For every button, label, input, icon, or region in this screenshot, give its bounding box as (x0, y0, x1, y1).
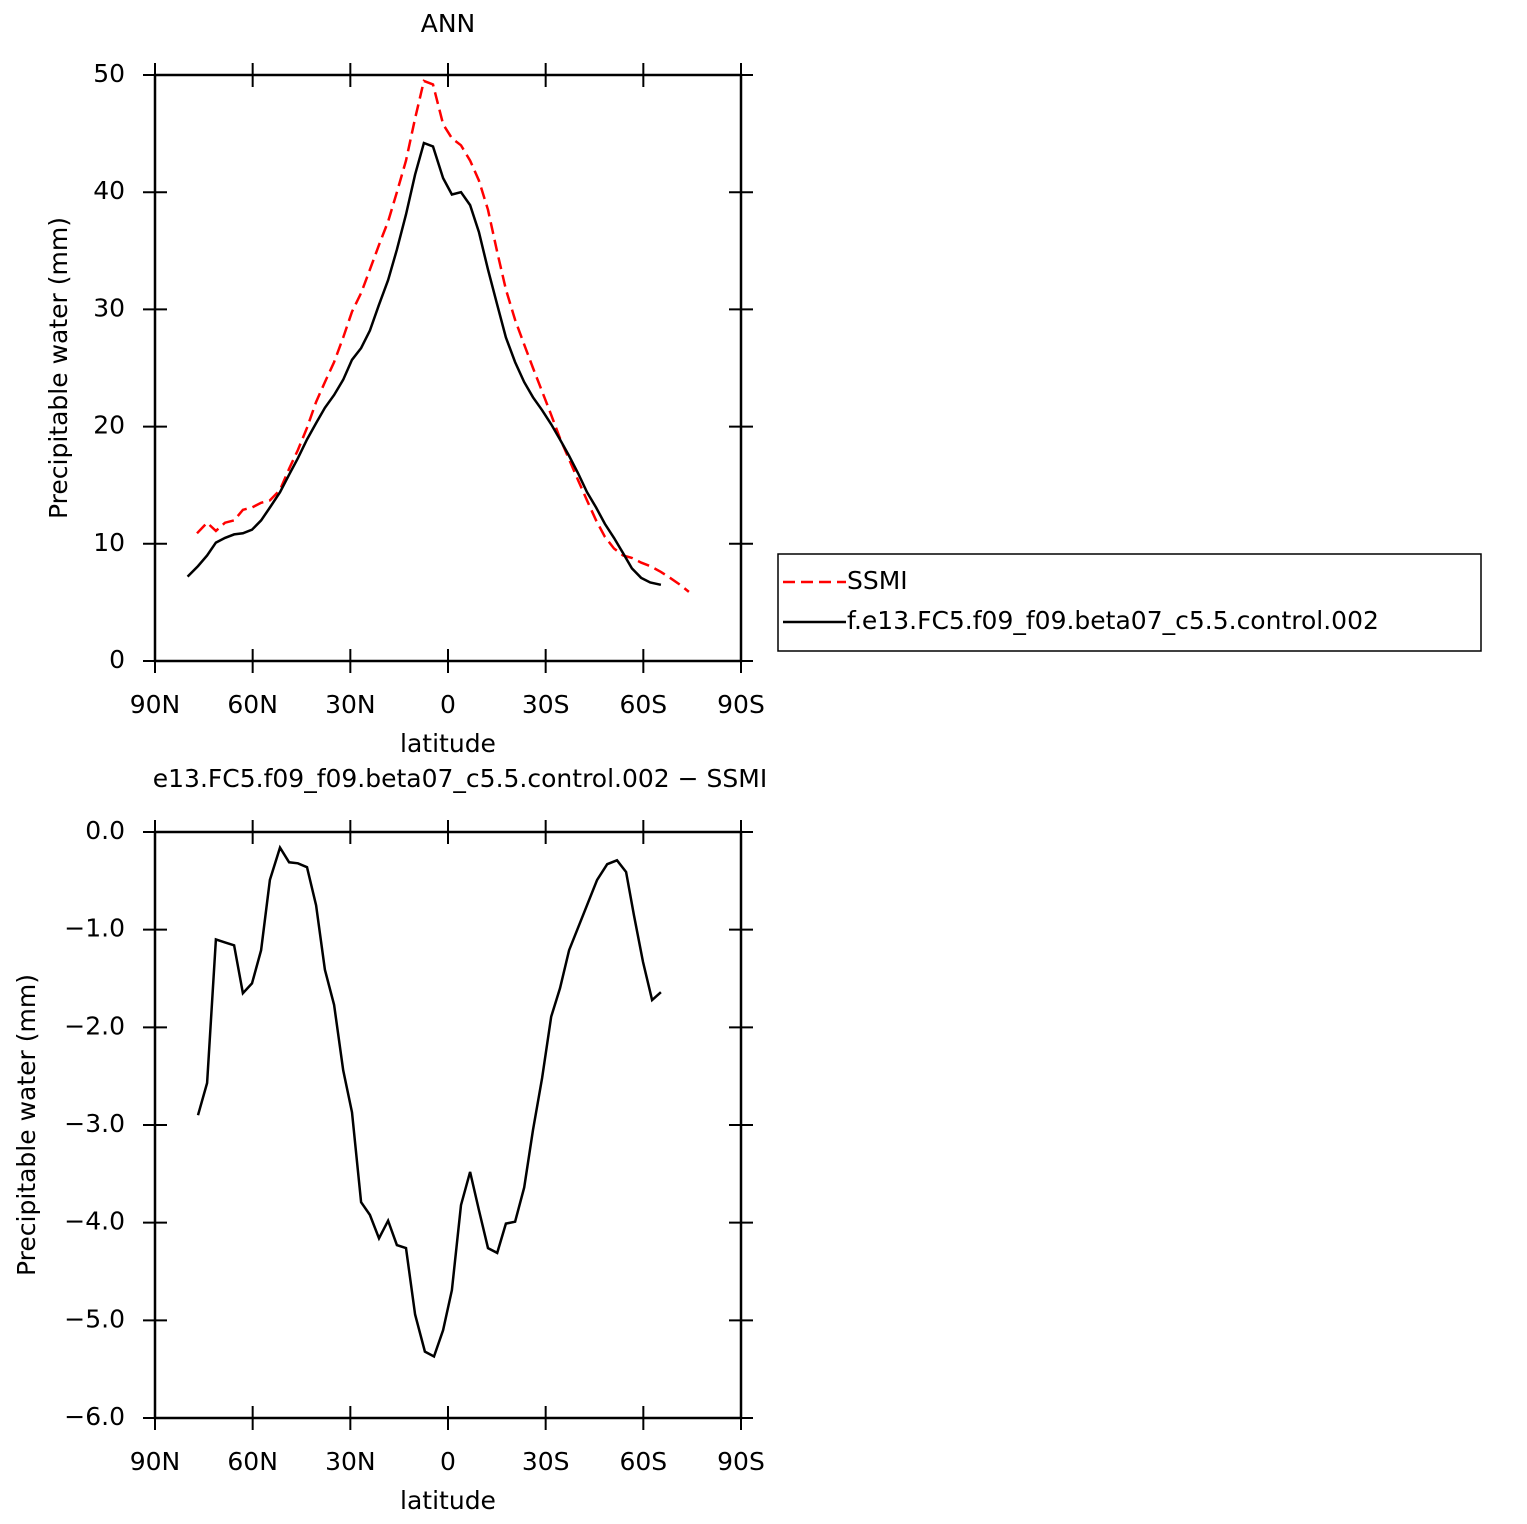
legend-label: f.e13.FC5.f09_f09.beta07_c5.5.control.00… (847, 606, 1379, 635)
x-tick-label: 60S (619, 690, 667, 719)
y-tick-label: 0.0 (85, 816, 125, 845)
y-tick-label: −4.0 (64, 1207, 125, 1236)
y-tick-label: −5.0 (64, 1304, 125, 1333)
x-axis-label: latitude (400, 729, 496, 758)
y-axis-label: Precipitable water (mm) (44, 217, 73, 519)
plot-frame (153, 830, 743, 1420)
x-tick-label: 60N (227, 690, 278, 719)
y-tick-label: −1.0 (64, 914, 125, 943)
x-tick-label: 30S (522, 690, 570, 719)
data-line (196, 844, 662, 1359)
plot-frame (153, 73, 743, 663)
legend-label: SSMI (847, 566, 908, 595)
y-axis-label: Precipitable water (mm) (12, 974, 41, 1276)
chart-title: ANN (421, 9, 476, 38)
legend-box (777, 553, 1482, 652)
y-tick-label: 20 (93, 411, 125, 440)
y-tick-label: 30 (93, 293, 125, 322)
x-tick-label: 30N (325, 690, 376, 719)
data-line (186, 141, 662, 587)
y-tick-label: −3.0 (64, 1109, 125, 1138)
y-tick-label: 40 (93, 176, 125, 205)
x-tick-label: 30S (522, 1447, 570, 1476)
x-tick-label: 60N (227, 1447, 278, 1476)
data-line (196, 79, 690, 593)
x-tick-label: 90N (130, 1447, 181, 1476)
y-tick-label: −2.0 (64, 1011, 125, 1040)
x-tick-label: 90S (717, 1447, 765, 1476)
x-axis-label: latitude (400, 1486, 496, 1515)
x-tick-label: 90S (717, 690, 765, 719)
y-tick-label: −6.0 (64, 1402, 125, 1431)
x-tick-label: 90N (130, 690, 181, 719)
y-tick-label: 50 (93, 59, 125, 88)
x-tick-label: 0 (440, 690, 456, 719)
x-tick-label: 60S (619, 1447, 667, 1476)
chart-title: e13.FC5.f09_f09.beta07_c5.5.control.002 … (153, 764, 767, 793)
y-tick-label: 0 (109, 645, 125, 674)
y-tick-label: 10 (93, 528, 125, 557)
x-tick-label: 30N (325, 1447, 376, 1476)
x-tick-label: 0 (440, 1447, 456, 1476)
